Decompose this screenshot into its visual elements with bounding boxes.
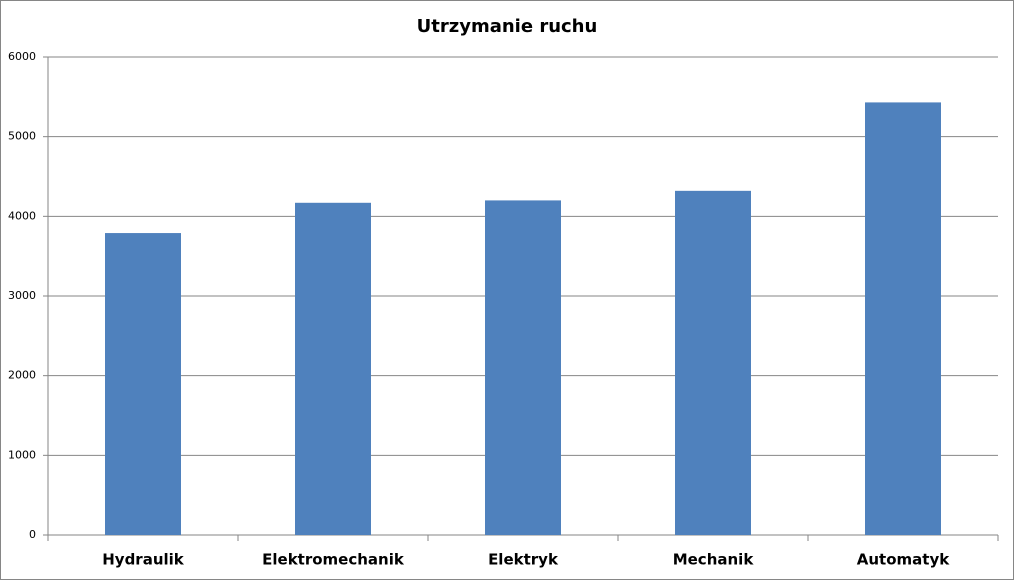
y-tick-label: 6000 [8, 50, 36, 63]
chart-title: Utrzymanie ruchu [417, 16, 598, 37]
x-tick-label: Elektryk [488, 551, 559, 569]
bar [485, 200, 561, 535]
y-tick-label: 3000 [8, 289, 36, 302]
bar [295, 202, 371, 536]
bar [675, 190, 751, 535]
y-tick-label: 2000 [8, 369, 36, 382]
bar [105, 233, 181, 535]
x-tick-label: Hydraulik [102, 551, 185, 569]
y-tick-label: 4000 [8, 209, 36, 222]
x-tick-label: Elektromechanik [262, 551, 405, 569]
x-tick-label: Automatyk [857, 551, 950, 569]
y-tick-label: 0 [29, 528, 36, 541]
y-tick-label: 5000 [8, 130, 36, 143]
y-tick-label: 1000 [8, 448, 36, 461]
bar [865, 102, 941, 535]
x-tick-label: Mechanik [673, 551, 755, 569]
